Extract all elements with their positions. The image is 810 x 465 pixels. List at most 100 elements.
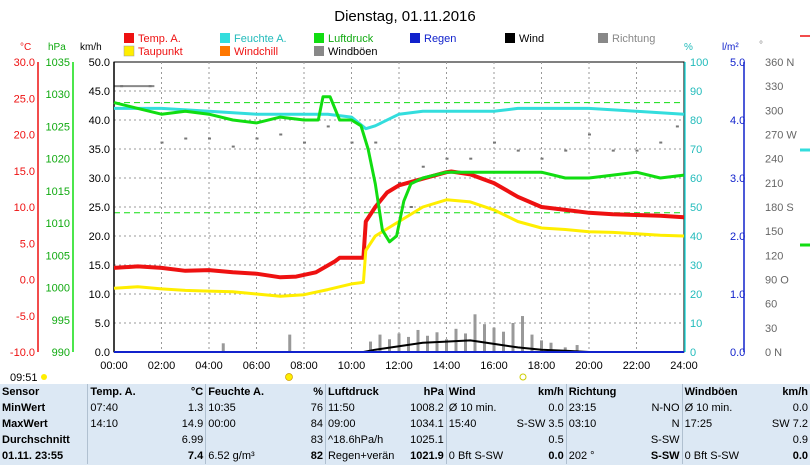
rain-tick-label: 5.0 [730, 57, 745, 69]
cell-wind-value: 0.5 [548, 434, 564, 446]
header-temp-unit: °C [190, 386, 204, 398]
header-pressure-unit: hPa [423, 386, 444, 398]
row-label: MinWert [2, 402, 46, 414]
rain-tick-label: 2.0 [730, 231, 745, 243]
temp-tick-label: 20.0 [14, 130, 35, 142]
unit-pressure: hPa [48, 42, 66, 53]
direction-tick-label: 150 [765, 226, 783, 238]
legend-direction: Richtung [612, 33, 655, 45]
wind-tick-label: 30.0 [89, 173, 110, 185]
direction-tick-label: 210 [765, 178, 783, 190]
pressure-tick-label: 1015 [46, 186, 70, 198]
pressure-tick-label: 1020 [46, 154, 70, 166]
wind-tick-label: 25.0 [89, 202, 110, 214]
direction-dot [409, 206, 413, 208]
stats-row-current: 01.11. 23:55 7.4 6.52 g/m³ 82 Regen+verä… [0, 448, 810, 464]
direction-dot [148, 85, 152, 88]
cell-gust-time: 17:25 [681, 416, 749, 432]
header-gusts: Windböen [681, 384, 749, 400]
wind-tick-label: 0.0 [95, 347, 110, 359]
legend: Temp. A. Taupunkt Feuchte A. Windchill L… [123, 33, 655, 58]
cell-dir-value: S-SW [650, 434, 680, 446]
temp-tick-label: -5.0 [16, 311, 35, 323]
x-tick-label: 14:00 [433, 360, 461, 372]
header-temp: Temp. A. [87, 384, 148, 400]
x-tick-label: 20:00 [575, 360, 603, 372]
cell-temp-time: 07:40 [87, 400, 148, 416]
humidity-tick-label: 60 [690, 173, 702, 185]
header-gusts-unit: km/h [782, 386, 808, 398]
current-time: 09:51 [10, 372, 38, 384]
rain-tick-label: 1.0 [730, 289, 745, 301]
direction-tick-label: 120 [765, 250, 783, 262]
direction-dot [350, 141, 354, 144]
direction-tick-label: 0 N [765, 347, 782, 359]
row-label: Durchschnitt [2, 434, 70, 446]
row-label: MaxWert [2, 418, 48, 430]
humidity-tick-label: 100 [690, 57, 708, 69]
cell-press-time: 11:50 [324, 400, 397, 416]
cell-dir-time [565, 432, 621, 448]
sunset-marker [519, 373, 527, 381]
direction-dot [675, 125, 679, 128]
x-tick-label: 12:00 [385, 360, 413, 372]
direction-dot [208, 137, 211, 140]
cell-temp-time [87, 432, 148, 448]
humidity-tick-label: 30 [690, 260, 702, 272]
legend-swatch-humidity [220, 33, 230, 43]
header-wind-unit: km/h [538, 386, 564, 398]
series-line [113, 169, 685, 280]
direction-dot [120, 85, 124, 88]
legend-temp: Temp. A. [138, 33, 181, 45]
x-tick-label: 24:00 [670, 360, 698, 372]
cell-wind-value: 0.0 [548, 402, 564, 414]
x-tick-label: 02:00 [148, 360, 176, 372]
direction-tick-label: 270 W [765, 130, 797, 142]
header-pressure: Luftdruck [324, 384, 397, 400]
cell-hum-time: 6.52 g/m³ [205, 448, 274, 464]
cell-temp-value: 14.9 [181, 418, 204, 430]
header-wind: Wind [445, 384, 511, 400]
direction-dot [279, 133, 283, 136]
series-line [113, 198, 685, 298]
unit-rain: l/m² [722, 42, 739, 53]
unit-temp: °C [20, 42, 31, 53]
pressure-tick-label: 1005 [46, 250, 70, 262]
direction-dot [611, 149, 615, 152]
cell-gust-time: Ø 10 min. [681, 400, 749, 416]
humidity-tick-label: 90 [690, 86, 702, 98]
pressure-tick-label: 1000 [46, 283, 70, 295]
header-sensor: Sensor [2, 386, 40, 398]
x-tick-label: 04:00 [195, 360, 223, 372]
humidity-tick-label: 40 [690, 231, 702, 243]
pressure-tick-label: 990 [52, 347, 70, 359]
direction-tick-label: 90 O [765, 275, 789, 287]
cell-gust-value: 0.0 [792, 450, 808, 462]
cell-press-time: 09:00 [324, 416, 397, 432]
cell-wind-time [445, 432, 511, 448]
cell-gust-value: 0.9 [792, 434, 808, 446]
legend-rain: Regen [424, 33, 456, 45]
humidity-tick-label: 50 [690, 202, 702, 214]
direction-tick-label: 360 N [765, 57, 794, 69]
direction-dot [255, 137, 259, 140]
cell-hum-time: 10:35 [205, 400, 274, 416]
unit-humidity: % [684, 42, 693, 53]
legend-swatch-rain [410, 33, 420, 43]
wind-tick-label: 45.0 [89, 86, 110, 98]
cell-hum-time [205, 432, 274, 448]
pressure-tick-label: 995 [52, 315, 70, 327]
direction-dot [564, 149, 568, 152]
direction-dot [445, 157, 449, 160]
legend-swatch-windchill [220, 46, 230, 56]
cell-dir-value: S-SW [650, 450, 680, 462]
direction-dot [184, 137, 188, 140]
wind-tick-label: 50.0 [89, 57, 110, 69]
row-label: 01.11. 23:55 [2, 450, 64, 462]
statistics-panel: Sensor Temp. A. °C Feuchte A. % Luftdruc… [0, 384, 810, 465]
pressure-tick-label: 1030 [46, 89, 70, 101]
x-tick-label: 08:00 [290, 360, 318, 372]
direction-tick-label: 60 [765, 299, 777, 311]
wind-tick-label: 40.0 [89, 115, 110, 127]
temp-tick-label: 30.0 [14, 57, 35, 69]
